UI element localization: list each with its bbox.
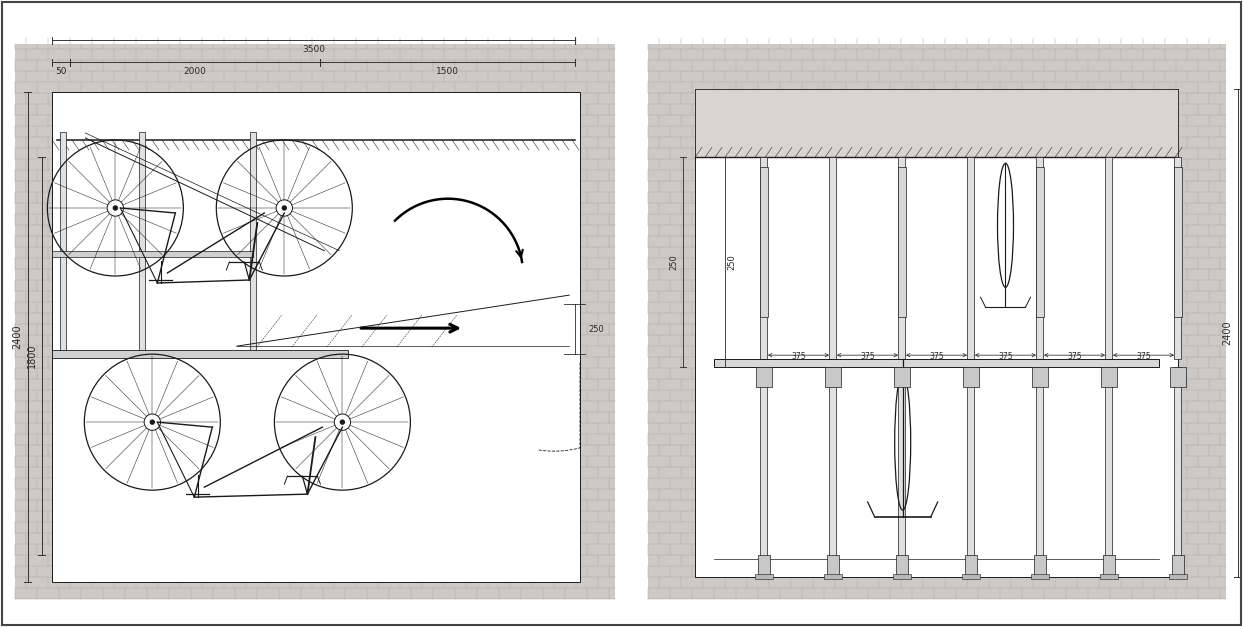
Bar xyxy=(761,157,767,359)
Text: 250: 250 xyxy=(588,325,604,334)
Bar xyxy=(1173,167,1182,317)
Bar xyxy=(967,157,975,359)
Text: 2000: 2000 xyxy=(184,68,206,76)
Bar xyxy=(52,92,580,582)
Text: 1800: 1800 xyxy=(26,344,36,368)
Bar xyxy=(695,89,1178,577)
Text: 3500: 3500 xyxy=(302,46,324,55)
Bar xyxy=(756,367,772,387)
Bar xyxy=(829,157,837,359)
Bar xyxy=(1168,574,1187,579)
Bar xyxy=(824,574,842,579)
Bar xyxy=(1105,367,1112,557)
Bar xyxy=(60,132,66,350)
Bar xyxy=(1035,167,1044,317)
Bar xyxy=(1100,574,1117,579)
Circle shape xyxy=(339,419,346,425)
Bar xyxy=(1172,555,1185,575)
Bar xyxy=(1175,367,1182,557)
Bar xyxy=(899,157,905,359)
Bar xyxy=(894,367,910,387)
Text: 2400: 2400 xyxy=(12,325,22,349)
Bar xyxy=(896,555,907,575)
Bar xyxy=(761,367,767,557)
Bar xyxy=(1037,157,1044,359)
Bar xyxy=(1037,367,1044,557)
Circle shape xyxy=(113,205,118,211)
Bar xyxy=(967,367,975,557)
Bar xyxy=(758,555,769,575)
Bar xyxy=(715,359,1158,367)
Bar xyxy=(139,132,144,350)
Text: 50: 50 xyxy=(55,68,67,76)
Bar xyxy=(892,574,911,579)
Bar xyxy=(52,251,252,256)
Bar xyxy=(1103,555,1115,575)
Bar xyxy=(759,167,768,317)
Bar xyxy=(827,555,839,575)
Bar xyxy=(648,44,1226,599)
Text: 375: 375 xyxy=(1136,352,1151,361)
Bar xyxy=(1032,367,1048,387)
Text: 375: 375 xyxy=(860,352,875,361)
Bar xyxy=(963,367,979,387)
Bar xyxy=(829,367,837,557)
Text: 250: 250 xyxy=(669,255,677,270)
Text: 375: 375 xyxy=(930,352,943,361)
Circle shape xyxy=(149,419,155,425)
Bar xyxy=(1105,157,1112,359)
Text: 375: 375 xyxy=(792,352,805,361)
Bar xyxy=(899,367,905,557)
Text: 375: 375 xyxy=(998,352,1013,361)
Bar xyxy=(52,350,348,358)
Bar xyxy=(897,167,906,317)
Circle shape xyxy=(282,205,287,211)
Text: 250: 250 xyxy=(727,255,736,270)
Bar xyxy=(1170,367,1186,387)
Text: 1500: 1500 xyxy=(436,68,459,76)
Bar xyxy=(825,367,842,387)
Bar xyxy=(1030,574,1049,579)
Bar xyxy=(755,574,773,579)
Text: 2400: 2400 xyxy=(1223,320,1233,345)
Text: 375: 375 xyxy=(1068,352,1081,361)
Bar xyxy=(1175,157,1182,359)
Bar xyxy=(1101,367,1117,387)
Bar xyxy=(250,132,256,350)
Bar xyxy=(15,44,615,599)
Bar xyxy=(1034,555,1047,575)
Bar xyxy=(965,555,977,575)
Bar xyxy=(962,574,979,579)
Bar xyxy=(695,89,1178,157)
